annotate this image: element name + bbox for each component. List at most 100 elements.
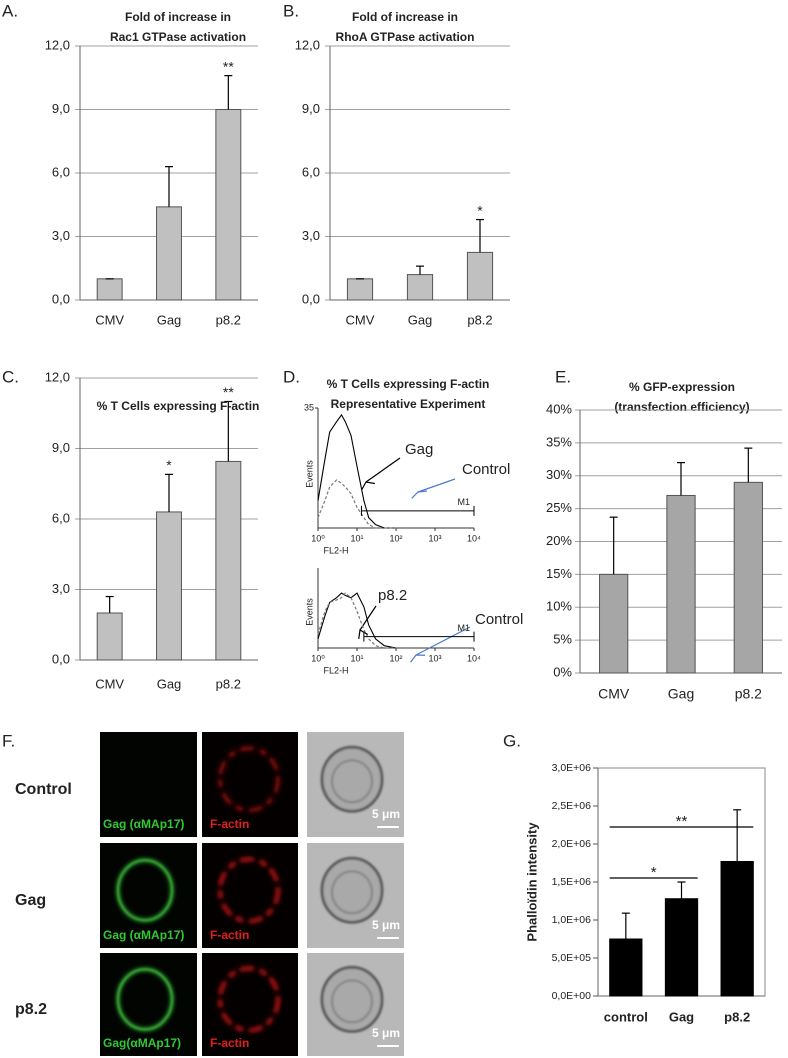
chart-title: Fold of increase in bbox=[125, 10, 231, 24]
y-tick-label: 9,0 bbox=[302, 101, 320, 116]
x-tick-label: Gag bbox=[668, 686, 694, 702]
bar bbox=[406, 274, 434, 301]
y-tick-label: 1,0E+06 bbox=[552, 914, 592, 926]
x-tick-label: 10⁰ bbox=[311, 533, 325, 543]
chart-title: % T Cells expressing F-actin bbox=[327, 377, 490, 391]
x-tick-label: 10³ bbox=[428, 533, 441, 543]
y-tick-label: 20% bbox=[546, 533, 572, 548]
x-tick-label: p8.2 bbox=[216, 676, 241, 691]
chart-title: (transfection efficiency) bbox=[614, 400, 749, 414]
panel-label: D. bbox=[283, 367, 300, 386]
x-tick-label: 10² bbox=[389, 533, 402, 543]
y-tick-label: 12,0 bbox=[45, 369, 70, 384]
y-tick-label: 3,0 bbox=[302, 228, 320, 243]
bar bbox=[346, 278, 374, 301]
red-cell bbox=[218, 746, 280, 813]
arrow-head bbox=[361, 481, 375, 491]
y-tick-label: 0,0E+00 bbox=[552, 990, 592, 1002]
bar bbox=[599, 573, 629, 674]
panel-label: B. bbox=[283, 1, 299, 20]
x-tick-label: 10¹ bbox=[350, 533, 363, 543]
significance-label: * bbox=[651, 864, 657, 881]
significance-label: ** bbox=[223, 58, 234, 74]
y-tick-label: 2,5E+06 bbox=[552, 800, 592, 812]
gate-label: M1 bbox=[457, 623, 470, 633]
x-tick-label: control bbox=[604, 1009, 648, 1024]
x-tick-label: 10¹ bbox=[350, 653, 363, 663]
green-cell-edge bbox=[117, 968, 173, 1030]
y-tick-label: 6,0 bbox=[52, 510, 70, 525]
y-tick-label: 10% bbox=[546, 599, 572, 614]
legend-arrow bbox=[415, 626, 471, 656]
series-line bbox=[317, 413, 396, 529]
y-tick-label: 0,0 bbox=[52, 291, 70, 306]
bar bbox=[156, 511, 182, 661]
green-label: Gag(αMAp17) bbox=[103, 1036, 181, 1050]
row-label: Control bbox=[15, 781, 72, 798]
y-tick-label: 3,0 bbox=[52, 581, 70, 596]
x-tick-label: 10² bbox=[389, 653, 402, 663]
x-tick-label: p8.2 bbox=[467, 312, 492, 327]
y-tick-label: 12,0 bbox=[45, 37, 70, 52]
bar bbox=[96, 278, 123, 301]
bar bbox=[720, 860, 754, 997]
x-tick-label: Gag bbox=[157, 676, 182, 691]
series-line bbox=[317, 592, 396, 649]
significance-label: ** bbox=[676, 813, 688, 830]
scale-label: 5 μm bbox=[372, 918, 400, 932]
gate-label: M1 bbox=[457, 497, 470, 507]
red-label: F-actin bbox=[210, 817, 249, 831]
bar bbox=[664, 898, 699, 997]
chart-title: Rac1 GTPase activation bbox=[110, 30, 246, 44]
legend-label: Control bbox=[462, 461, 510, 478]
legend-arrow bbox=[417, 478, 456, 493]
y-tick-label: 0,0 bbox=[302, 291, 320, 306]
chart-title: % T Cells expressing F-actin bbox=[97, 399, 260, 413]
y-tick-label: 3,0 bbox=[52, 228, 70, 243]
red-label: F-actin bbox=[210, 1036, 249, 1050]
chart-title: RhoA GTPase activation bbox=[336, 30, 475, 44]
y-tick-label: 6,0 bbox=[52, 164, 70, 179]
green-cell-edge bbox=[117, 859, 173, 921]
green-image bbox=[100, 732, 197, 837]
chart-title: Fold of increase in bbox=[352, 10, 458, 24]
row-label: Gag bbox=[15, 892, 46, 909]
bar bbox=[733, 481, 763, 674]
panel-label: A. bbox=[2, 1, 18, 20]
y-tick-label: 6,0 bbox=[302, 164, 320, 179]
legend-label: Gag bbox=[405, 441, 433, 458]
x-tick-label: CMV bbox=[598, 686, 630, 702]
significance-label: * bbox=[166, 457, 172, 473]
bar bbox=[666, 494, 696, 674]
y-axis-label: Events bbox=[304, 460, 314, 488]
green-label: Gag (αMAp17) bbox=[103, 817, 184, 831]
x-axis-label: FL2-H bbox=[323, 545, 348, 555]
brightfield-nucleus bbox=[331, 759, 373, 803]
y-tick-label: 5,0E+05 bbox=[552, 952, 592, 964]
bar bbox=[156, 206, 182, 301]
x-tick-label: Gag bbox=[157, 312, 182, 327]
row-label: p8.2 bbox=[15, 1001, 47, 1018]
x-tick-label: p8.2 bbox=[216, 312, 241, 327]
x-axis-label: FL2-H bbox=[323, 665, 348, 675]
chart-title: Representative Experiment bbox=[331, 397, 486, 411]
chart-title: % GFP-expression bbox=[629, 380, 735, 394]
y-tick-label: 0% bbox=[553, 664, 572, 679]
y-tick-label: 15% bbox=[546, 566, 572, 581]
y-tick-label: 35% bbox=[546, 434, 572, 449]
y-tick-label: 12,0 bbox=[295, 37, 320, 52]
panel-label: F. bbox=[2, 731, 15, 750]
x-tick-label: Gag bbox=[408, 312, 433, 327]
panel-label: C. bbox=[2, 367, 19, 386]
bar bbox=[609, 938, 643, 997]
x-tick-label: 10⁴ bbox=[467, 653, 481, 663]
significance-label: * bbox=[477, 202, 483, 218]
y-tick-label: 40% bbox=[546, 401, 572, 416]
red-cell bbox=[218, 966, 280, 1033]
scale-label: 5 μm bbox=[372, 1026, 400, 1040]
legend-label: p8.2 bbox=[378, 587, 407, 604]
arrow-head bbox=[410, 654, 426, 663]
y-axis-label: Events bbox=[304, 598, 314, 626]
scale-label: 5 μm bbox=[372, 807, 400, 821]
